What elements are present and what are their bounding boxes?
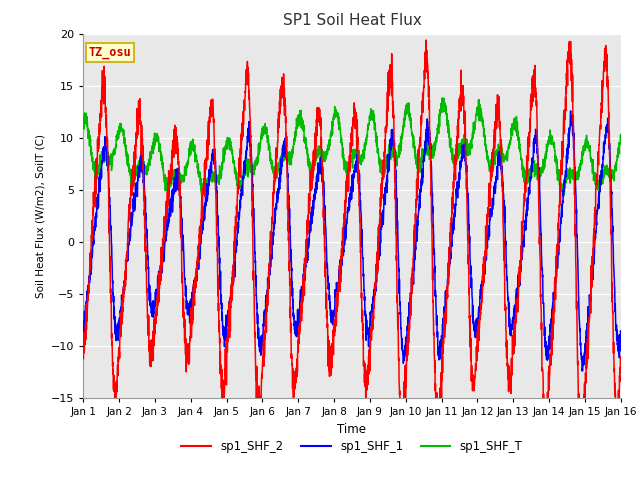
sp1_SHF_T	[617, 142, 625, 147]
sp1_SHF_2	[548, 320, 556, 325]
sp1_SHF_2	[173, 132, 180, 138]
sp1_SHF_T	[141, 170, 148, 176]
sp1_SHF_1	[548, 305, 556, 311]
sp1_SHF_T	[309, 166, 317, 171]
Title: SP1 Soil Heat Flux: SP1 Soil Heat Flux	[283, 13, 421, 28]
sp1_SHF_T	[173, 178, 180, 183]
sp1_SHF_T	[285, 162, 293, 168]
Line: sp1_SHF_2: sp1_SHF_2	[83, 40, 621, 456]
sp1_SHF_T	[549, 140, 557, 146]
sp1_SHF_1	[173, 175, 180, 180]
sp1_SHF_1	[309, 213, 317, 219]
Legend: sp1_SHF_2, sp1_SHF_1, sp1_SHF_T: sp1_SHF_2, sp1_SHF_1, sp1_SHF_T	[177, 436, 527, 458]
sp1_SHF_T	[79, 118, 87, 124]
sp1_SHF_T	[199, 192, 207, 198]
sp1_SHF_2	[422, 37, 430, 43]
sp1_SHF_1	[141, 189, 148, 194]
Y-axis label: Soil Heat Flux (W/m2), SoilT (C): Soil Heat Flux (W/m2), SoilT (C)	[35, 134, 45, 298]
Line: sp1_SHF_1: sp1_SHF_1	[83, 111, 621, 371]
sp1_SHF_2	[309, 158, 317, 164]
sp1_SHF_1	[617, 335, 625, 340]
sp1_SHF_2	[79, 352, 87, 358]
sp1_SHF_2	[141, 207, 148, 213]
sp1_SHF_2	[577, 453, 585, 458]
sp1_SHF_2	[617, 361, 625, 367]
sp1_SHF_1	[579, 368, 586, 374]
X-axis label: Time: Time	[337, 423, 367, 436]
sp1_SHF_2	[607, 215, 614, 221]
sp1_SHF_T	[438, 95, 446, 101]
sp1_SHF_1	[285, 216, 293, 221]
sp1_SHF_1	[607, 173, 614, 179]
Text: TZ_osu: TZ_osu	[88, 46, 131, 59]
sp1_SHF_2	[285, 267, 293, 273]
sp1_SHF_T	[607, 167, 614, 173]
sp1_SHF_1	[79, 337, 87, 343]
Line: sp1_SHF_T: sp1_SHF_T	[83, 98, 621, 195]
sp1_SHF_1	[567, 108, 575, 114]
